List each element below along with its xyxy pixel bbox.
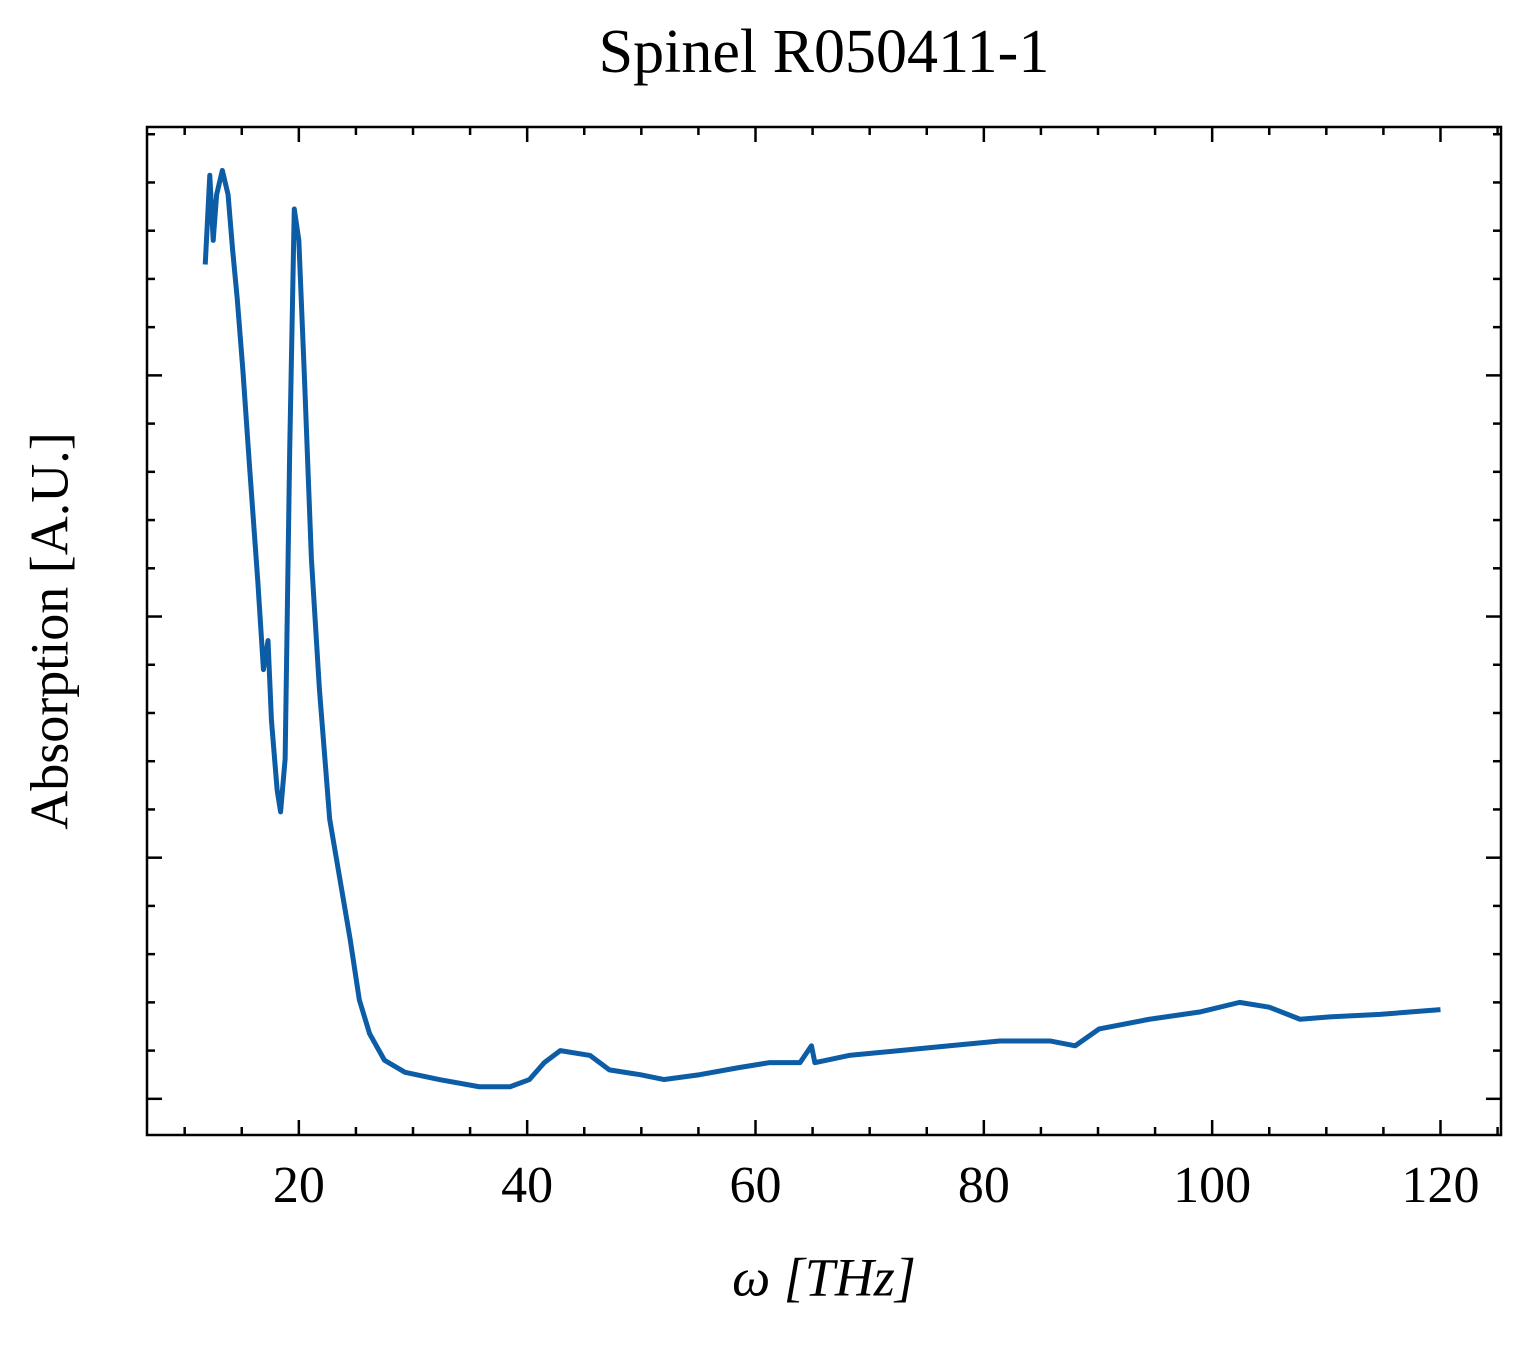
x-tick-label: 80: [958, 1157, 1010, 1214]
x-tick-label: 120: [1401, 1157, 1479, 1214]
x-axis-label: ω [THz]: [732, 1247, 916, 1307]
x-tick-label: 40: [501, 1157, 553, 1214]
plot-frame: [145, 125, 1503, 1137]
x-tick-label: 100: [1173, 1157, 1251, 1214]
chart-title: Spinel R050411-1: [599, 18, 1050, 86]
x-tick-label: 60: [730, 1157, 782, 1214]
x-tick-label: 20: [273, 1157, 325, 1214]
data-line: [202, 167, 1441, 1090]
y-axis-label: Absorption [A.U.]: [19, 432, 79, 829]
